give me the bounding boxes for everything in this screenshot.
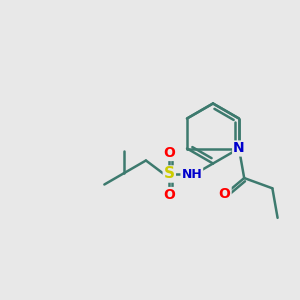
Text: O: O (219, 188, 231, 201)
Text: S: S (164, 167, 175, 182)
Text: O: O (164, 146, 175, 160)
Text: O: O (164, 188, 175, 202)
Text: N: N (233, 142, 245, 155)
Text: NH: NH (182, 167, 202, 181)
